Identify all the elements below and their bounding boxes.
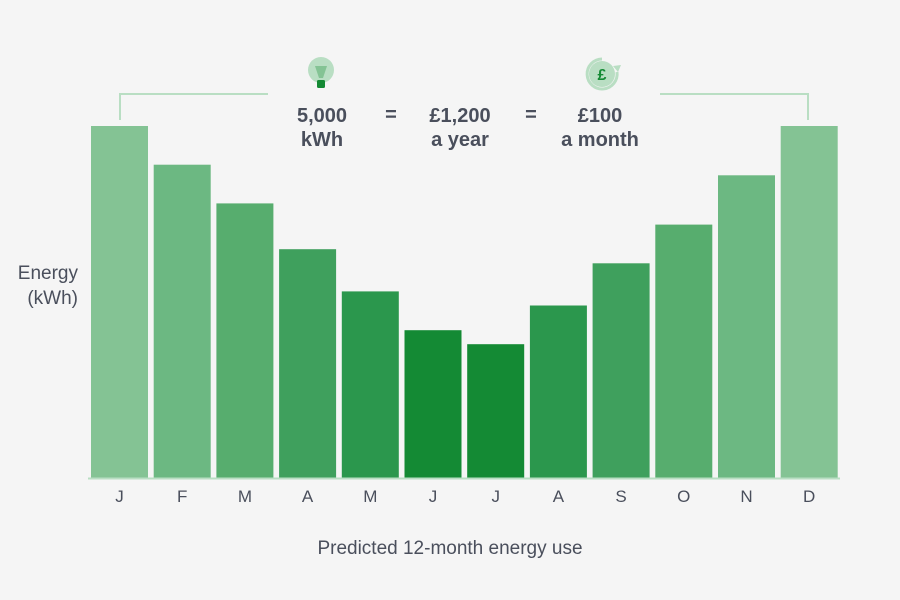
monthly-cost-value: £100 — [577, 105, 623, 127]
x-tick-label: M — [363, 487, 377, 506]
bar-10 — [655, 224, 713, 478]
bar-11 — [718, 175, 775, 479]
monthly-cost-stat: £100 a month — [540, 104, 660, 152]
equals-sign-2: = — [525, 104, 537, 126]
x-tick-label: A — [302, 487, 314, 506]
monthly-cost-period: a month — [561, 129, 639, 151]
summary-bracket-right — [660, 93, 809, 120]
yearly-cost-value: £1,200 — [429, 105, 491, 127]
x-tick-label: N — [740, 487, 752, 506]
summary-bracket — [119, 93, 809, 120]
equals-sign-1: = — [385, 104, 397, 126]
bar-7 — [467, 344, 525, 478]
yearly-cost-period: a year — [431, 129, 489, 151]
yearly-cost-stat: £1,200 a year — [405, 104, 515, 152]
bar-2 — [153, 164, 211, 478]
bar-9 — [592, 263, 650, 478]
x-axis-label: Predicted 12-month energy use — [317, 538, 583, 559]
bar-8 — [529, 305, 587, 478]
summary-bracket-left — [119, 93, 268, 120]
pound-symbol: £ — [598, 67, 607, 84]
bar-6 — [404, 330, 462, 478]
x-tick-label: J — [491, 487, 500, 506]
energy-stat: 5,000 kWh — [272, 104, 372, 152]
x-tick-label: D — [803, 487, 815, 506]
bar-1 — [91, 126, 148, 478]
bar-5 — [341, 291, 399, 478]
y-axis-label: Energy (kWh) — [8, 261, 78, 311]
x-tick-label: J — [429, 487, 438, 506]
lightbulb-icon — [308, 57, 334, 88]
bar-3 — [216, 203, 274, 478]
x-tick-label: J — [115, 487, 124, 506]
x-tick-label: M — [238, 487, 252, 506]
x-tick-label: O — [677, 487, 690, 506]
energy-value: 5,000 — [296, 105, 348, 127]
y-axis-label-line-1: Energy — [17, 263, 78, 284]
energy-unit: kWh — [300, 129, 344, 151]
pound-cycle-icon: £ — [585, 57, 621, 91]
bars-group — [91, 126, 838, 479]
bar-4 — [279, 249, 337, 478]
x-tick-label: S — [615, 487, 626, 506]
x-tick-label: A — [553, 487, 565, 506]
bar-12 — [780, 126, 838, 478]
x-tick-label: F — [177, 487, 187, 506]
y-axis-label-line-2: (kWh) — [27, 288, 78, 309]
